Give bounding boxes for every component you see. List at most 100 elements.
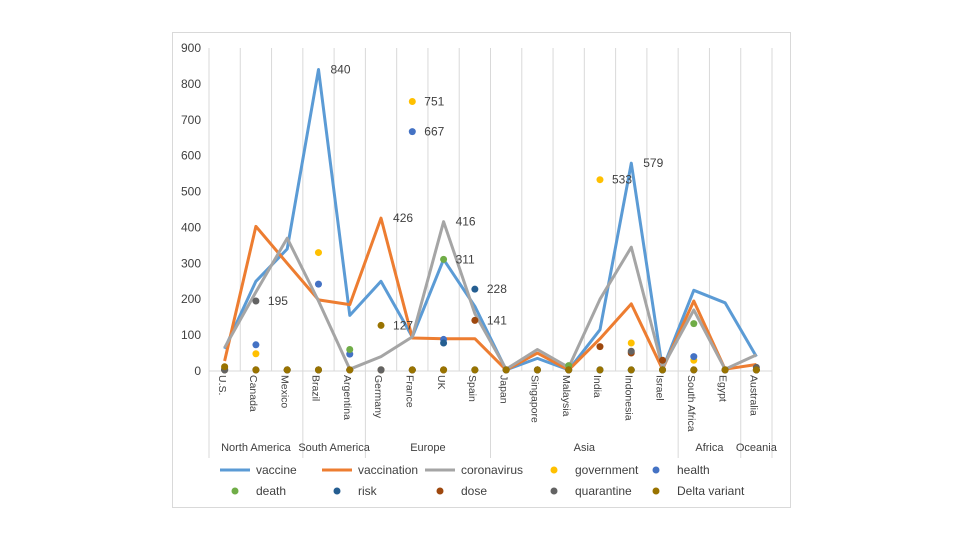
y-tick-label: 0 <box>194 364 201 378</box>
point-delta-variant-u-s <box>221 363 229 371</box>
data-label-quarantine-canada: 195 <box>268 294 288 308</box>
point-delta-variant-malaysia <box>565 366 573 374</box>
x-tick-label-indonesia: Indonesia <box>622 375 634 421</box>
data-label-government-india: 533 <box>612 173 632 187</box>
point-delta-variant-egypt <box>721 366 729 374</box>
x-tick-label-france: France <box>404 375 416 408</box>
x-tick-label-egypt: Egypt <box>716 375 728 402</box>
data-label-delta-variant-germany: 127 <box>393 318 413 332</box>
x-tick-label-south-africa: South Africa <box>685 375 697 432</box>
point-delta-variant-france <box>408 366 416 374</box>
legend-item-risk: risk <box>333 484 378 498</box>
point-death-argentina <box>346 345 354 353</box>
point-delta-variant-israel <box>659 366 667 374</box>
x-tick-label-australia: Australia <box>748 375 760 416</box>
data-label-vaccination-germany: 426 <box>393 211 413 225</box>
legend-label-vaccine: vaccine <box>256 463 297 477</box>
point-delta-variant-india <box>596 366 604 374</box>
legend-label-government: government <box>575 463 639 477</box>
y-tick-label: 900 <box>181 41 201 55</box>
chart-frame: 0 100 200 300 400 500 600 700 800 900 840 751 667 53… <box>172 32 791 508</box>
x-tick-label-singapore: Singapore <box>529 375 541 423</box>
legend-label-quarantine: quarantine <box>575 484 632 498</box>
point-government-indonesia <box>627 339 635 347</box>
point-health-south-africa <box>690 353 698 361</box>
point-delta-variant-germany <box>377 321 385 329</box>
data-label-government-france: 751 <box>424 94 444 108</box>
legend-label-coronavirus: coronavirus <box>461 463 523 477</box>
x-tick-label-israel: Israel <box>654 375 666 401</box>
legend-item-coronavirus: coronavirus <box>425 463 523 477</box>
point-delta-variant-south-africa <box>690 366 698 374</box>
legend-label-risk: risk <box>358 484 378 498</box>
x-tick-label-u-s: U.S. <box>216 375 228 395</box>
point-health-brazil <box>314 280 322 288</box>
point-delta-variant-indonesia <box>627 366 635 374</box>
legend-swatch-death <box>231 487 239 495</box>
y-tick-label: 600 <box>181 149 201 163</box>
gridlines <box>208 48 773 372</box>
legend-item-delta-variant: Delta variant <box>652 484 745 498</box>
point-delta-variant-canada <box>252 366 260 374</box>
group-label-africa: Africa <box>695 442 724 454</box>
legend-swatch-risk <box>333 487 341 495</box>
point-delta-variant-argentina <box>346 366 354 374</box>
x-tick-label-argentina: Argentina <box>341 375 353 420</box>
group-label-north-america: North America <box>221 442 292 454</box>
x-tick-label-brazil: Brazil <box>310 375 322 401</box>
legend-label-death: death <box>256 484 286 498</box>
legend-item-death: death <box>231 484 286 498</box>
y-tick-label: 400 <box>181 220 201 234</box>
point-quarantine-germany <box>377 366 385 374</box>
point-death-uk <box>440 255 448 263</box>
legend-swatch-dose <box>436 487 444 495</box>
point-quarantine-canada <box>252 297 260 305</box>
point-government-france <box>408 97 416 105</box>
data-label-risk-spain: 228 <box>487 282 507 296</box>
legend: vaccine vaccination coronavirus government h… <box>220 463 745 498</box>
series-points <box>221 97 760 374</box>
legend-item-quarantine: quarantine <box>550 484 632 498</box>
legend-item-vaccination: vaccination <box>322 463 418 477</box>
y-tick-label: 800 <box>181 77 201 91</box>
x-axis-categories: U.S. Canada Mexico Brazil Argentina Germany Fr… <box>216 375 760 432</box>
legend-swatch-delta-variant <box>652 487 660 495</box>
data-labels: 840 751 667 533 579 426 416 311 228 195 141 127 <box>268 63 664 333</box>
legend-swatch-quarantine <box>550 487 558 495</box>
point-health-france <box>408 128 416 136</box>
point-delta-variant-mexico <box>283 366 291 374</box>
data-label-coronavirus-uk: 416 <box>456 215 476 229</box>
legend-item-health: health <box>652 463 710 477</box>
series-lines <box>223 68 758 372</box>
data-label-dose-spain: 141 <box>487 313 507 327</box>
point-health-canada <box>252 341 260 349</box>
point-quarantine-indonesia <box>627 347 635 355</box>
x-axis-groups: North America South America Europe Asia Afri… <box>208 371 778 458</box>
legend-swatch-health <box>652 466 660 474</box>
x-tick-label-malaysia: Malaysia <box>560 375 572 417</box>
point-government-india <box>596 176 604 184</box>
x-tick-label-canada: Canada <box>247 375 259 412</box>
legend-swatch-government <box>550 466 558 474</box>
legend-label-health: health <box>677 463 710 477</box>
data-label-health-france: 667 <box>424 125 444 139</box>
point-government-brazil <box>314 249 322 257</box>
x-tick-label-mexico: Mexico <box>278 375 290 408</box>
legend-item-vaccine: vaccine <box>220 463 297 477</box>
data-label-vaccine-indonesia: 579 <box>643 156 663 170</box>
point-risk-spain <box>471 285 479 293</box>
x-tick-label-india: India <box>591 375 603 398</box>
legend-label-vaccination: vaccination <box>358 463 418 477</box>
point-delta-variant-spain <box>471 366 479 374</box>
point-delta-variant-singapore <box>533 366 541 374</box>
point-government-canada <box>252 350 260 358</box>
legend-label-delta-variant: Delta variant <box>677 484 745 498</box>
point-dose-israel <box>659 356 667 364</box>
data-label-vaccine-brazil: 840 <box>330 63 350 77</box>
chart-svg: 0 100 200 300 400 500 600 700 800 900 840 751 667 53… <box>181 41 778 498</box>
x-tick-label-spain: Spain <box>466 375 478 402</box>
point-delta-variant-australia <box>752 366 760 374</box>
x-tick-label-japan: Japan <box>497 375 509 404</box>
legend-label-dose: dose <box>461 484 487 498</box>
point-delta-variant-uk <box>440 366 448 374</box>
